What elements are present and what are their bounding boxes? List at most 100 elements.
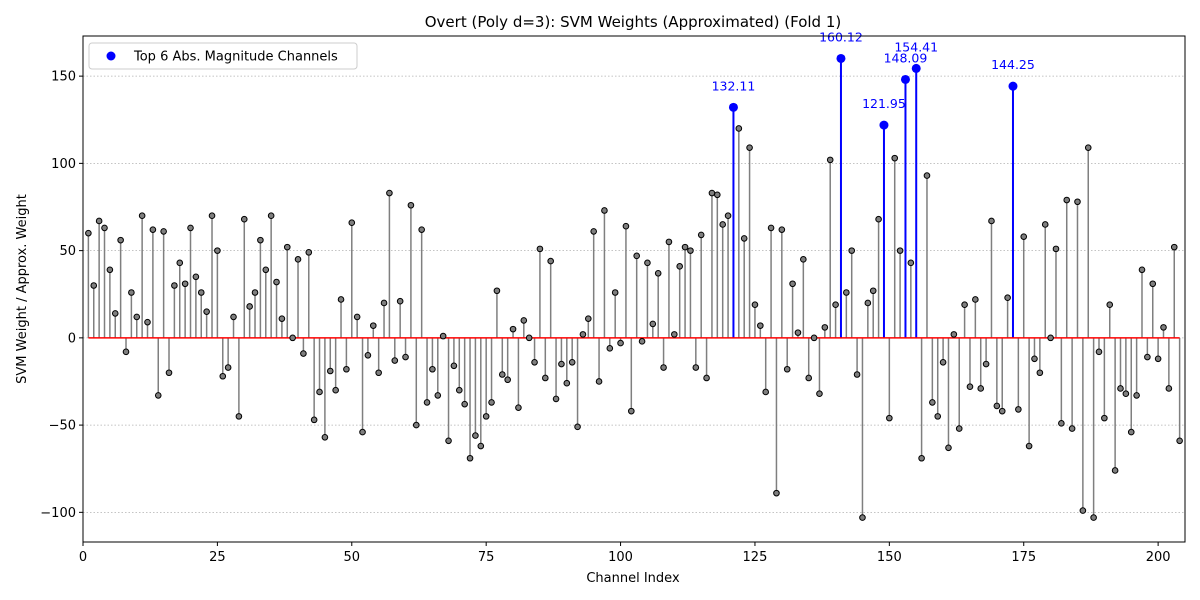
marker xyxy=(445,437,452,445)
marker xyxy=(219,372,227,380)
marker xyxy=(461,400,468,408)
marker xyxy=(843,289,850,296)
marker xyxy=(805,374,813,382)
marker xyxy=(853,371,861,378)
marker xyxy=(783,365,791,373)
marker xyxy=(525,334,533,342)
stems xyxy=(87,58,1181,518)
legend-marker-icon xyxy=(106,51,116,61)
marker xyxy=(536,245,544,253)
marker xyxy=(606,345,614,352)
marker xyxy=(90,282,98,289)
marker xyxy=(1117,385,1124,392)
marker xyxy=(1025,442,1033,450)
marker xyxy=(1111,467,1119,474)
marker xyxy=(133,313,141,321)
marker xyxy=(988,217,995,225)
marker xyxy=(101,224,108,232)
x-tick-label: 125 xyxy=(743,550,768,565)
y-axis-label: SVM Weight / Approx. Weight xyxy=(15,194,30,384)
marker xyxy=(595,378,603,385)
marker xyxy=(1031,355,1038,363)
marker xyxy=(321,434,329,441)
marker xyxy=(998,407,1006,415)
marker xyxy=(407,201,415,209)
marker xyxy=(1084,144,1092,151)
marker xyxy=(305,249,313,256)
marker xyxy=(816,390,823,397)
marker xyxy=(520,317,528,324)
marker xyxy=(929,399,936,406)
annotation-label: 132.11 xyxy=(712,78,756,93)
marker xyxy=(477,442,485,450)
y-axis-ticks: −100 −50 0 50 100 150 xyxy=(40,70,83,521)
marker xyxy=(762,388,770,396)
marker xyxy=(117,236,124,244)
plot-frame xyxy=(82,35,1186,543)
marker xyxy=(1047,334,1054,342)
marker xyxy=(359,428,366,436)
marker xyxy=(369,322,377,329)
marker xyxy=(585,315,592,322)
marker xyxy=(826,156,834,164)
marker xyxy=(617,339,624,347)
marker xyxy=(692,364,700,371)
marker xyxy=(160,228,167,235)
marker xyxy=(1095,348,1103,356)
x-tick-label: 100 xyxy=(608,550,633,565)
marker xyxy=(423,399,431,406)
marker xyxy=(719,221,726,228)
marker xyxy=(316,388,323,396)
marker xyxy=(386,189,393,197)
marker xyxy=(1160,324,1167,331)
marker xyxy=(402,353,409,361)
marker xyxy=(1133,392,1140,399)
annotation-label: 148.09 xyxy=(884,50,928,65)
marker xyxy=(230,313,237,321)
marker xyxy=(300,350,307,357)
marker xyxy=(203,308,210,315)
marker xyxy=(1015,406,1022,413)
marker xyxy=(466,454,474,462)
marker xyxy=(418,226,425,233)
marker xyxy=(547,257,554,265)
top-marker xyxy=(879,120,889,130)
marker xyxy=(982,360,990,368)
marker xyxy=(396,297,404,305)
marker xyxy=(283,243,291,251)
marker xyxy=(111,310,119,317)
annotation-label: 160.12 xyxy=(819,29,863,44)
marker xyxy=(568,358,576,366)
marker xyxy=(224,364,232,371)
marker xyxy=(945,444,952,452)
marker xyxy=(439,332,447,340)
marker xyxy=(746,144,753,151)
marker xyxy=(848,247,856,254)
y-tick-label: 0 xyxy=(68,331,76,346)
marker xyxy=(1154,355,1162,363)
marker xyxy=(267,212,275,220)
marker xyxy=(515,404,522,411)
marker xyxy=(654,269,662,277)
marker xyxy=(1122,390,1130,397)
marker xyxy=(875,215,882,223)
marker xyxy=(821,324,829,331)
marker xyxy=(181,280,189,288)
marker xyxy=(488,399,495,406)
x-tick-label: 25 xyxy=(209,550,226,565)
marker xyxy=(590,228,597,235)
legend-label: Top 6 Abs. Magnitude Channels xyxy=(133,50,338,65)
marker xyxy=(251,289,259,296)
marker xyxy=(208,212,216,220)
marker xyxy=(993,402,1001,410)
marker xyxy=(450,362,458,370)
annotation-label: 121.95 xyxy=(862,96,906,111)
marker xyxy=(1165,385,1173,392)
marker xyxy=(1090,514,1097,521)
marker xyxy=(644,259,651,267)
legend: Top 6 Abs. Magnitude Channels xyxy=(88,42,358,70)
marker xyxy=(687,247,694,254)
marker xyxy=(660,364,667,371)
marker xyxy=(149,226,157,233)
